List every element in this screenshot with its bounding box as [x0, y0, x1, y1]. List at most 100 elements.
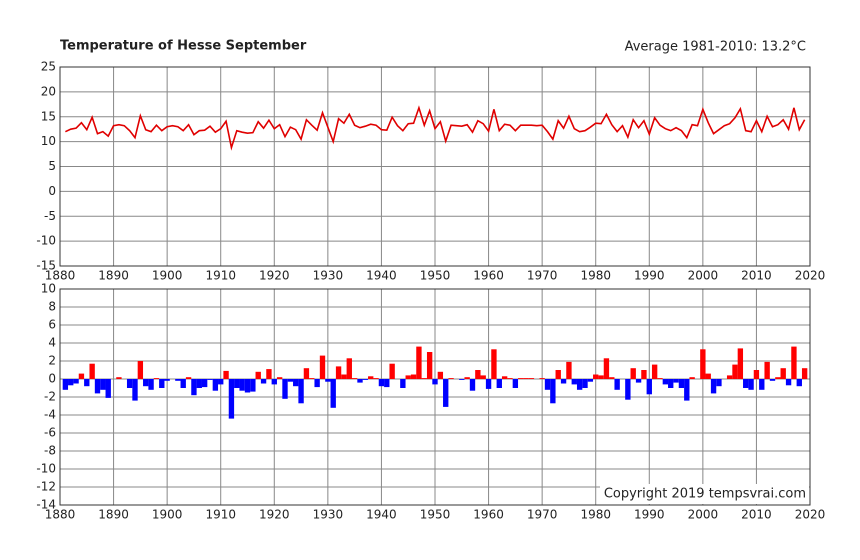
anomaly-bar	[732, 364, 738, 379]
anomaly-bar	[330, 379, 336, 408]
anomaly-bar	[657, 378, 663, 379]
x-tick-label: 1910	[205, 508, 236, 522]
anomaly-bar	[603, 358, 610, 379]
anomaly-bar	[357, 379, 363, 383]
anomaly-bar	[282, 379, 288, 399]
anomaly-bar	[705, 373, 711, 379]
anomaly-bar	[410, 374, 417, 379]
x-tick-label: 1930	[313, 269, 344, 283]
anomaly-bar	[459, 379, 465, 380]
anomaly-bar	[528, 378, 535, 379]
y-tick-label: 15	[41, 109, 56, 123]
anomaly-bar	[764, 361, 770, 379]
anomaly-bar	[405, 375, 411, 379]
anomaly-bar	[678, 379, 685, 388]
anomaly-bar	[298, 379, 304, 404]
anomaly-bar	[668, 379, 674, 388]
anomaly-bar	[164, 379, 170, 381]
anomaly-bar	[748, 379, 754, 390]
y-tick-label: 4	[48, 336, 56, 350]
x-tick-label: 2000	[688, 269, 719, 283]
anomaly-bar	[218, 379, 224, 385]
x-tick-label: 1890	[98, 269, 129, 283]
x-tick-label: 2020	[795, 269, 826, 283]
y-tick-label: -12	[36, 480, 56, 494]
x-tick-label: 1900	[152, 269, 183, 283]
anomaly-bar	[207, 379, 213, 380]
anomaly-bar	[651, 364, 658, 379]
x-tick-label: 1920	[259, 508, 290, 522]
anomaly-bar	[555, 370, 561, 379]
anomaly-bar	[796, 379, 802, 387]
anomaly-bar	[523, 378, 529, 379]
anomaly-bar	[737, 348, 744, 379]
x-tick-label: 1920	[259, 269, 290, 283]
anomaly-bar	[266, 369, 272, 379]
anomaly-bar	[223, 370, 229, 379]
y-tick-label: -15	[36, 259, 56, 273]
anomaly-bar	[625, 379, 631, 400]
anomaly-bar	[684, 379, 690, 401]
anomaly-bar	[475, 370, 481, 379]
anomaly-bar	[362, 379, 369, 380]
anomaly-bar	[62, 379, 69, 390]
chart-title: Temperature of Hesse September	[60, 39, 307, 54]
y-tick-label: -10	[36, 234, 56, 248]
anomaly-bar	[287, 379, 294, 382]
anomaly-bar	[303, 368, 310, 379]
anomaly-bar	[185, 377, 192, 379]
anomaly-bar	[630, 368, 636, 379]
y-tick-label: -6	[44, 426, 56, 440]
anomaly-bar	[84, 379, 90, 387]
anomaly-bar	[309, 378, 315, 379]
anomaly-bar	[255, 371, 261, 379]
anomaly-bar	[314, 379, 320, 388]
anomaly-bar	[276, 377, 283, 379]
anomaly-bar	[378, 379, 385, 387]
anomaly-bar	[368, 376, 374, 379]
anomaly-bar	[175, 379, 181, 381]
anomaly-bar	[635, 379, 642, 383]
anomaly-bar	[212, 379, 219, 391]
anomaly-bar	[105, 379, 111, 398]
anomaly-bar	[319, 355, 326, 379]
anomaly-bar	[662, 379, 669, 385]
x-tick-label: 2020	[795, 508, 826, 522]
anomaly-bar	[673, 379, 679, 383]
anomaly-bar	[271, 379, 277, 385]
anomaly-bar	[250, 379, 256, 392]
y-tick-label: 8	[48, 300, 56, 314]
anomaly-bar	[571, 379, 577, 385]
y-tick-label: 10	[41, 134, 56, 148]
anomaly-bar	[351, 378, 358, 379]
anomaly-bar	[560, 379, 567, 384]
anomaly-bar	[485, 379, 492, 389]
anomaly-bar	[228, 379, 235, 419]
anomaly-bar	[180, 379, 186, 388]
anomaly-bar	[448, 378, 454, 379]
anomaly-bar	[743, 379, 749, 388]
y-tick-label: 0	[48, 184, 56, 198]
anomaly-bar	[196, 379, 202, 388]
x-tick-label: 1950	[420, 508, 451, 522]
anomaly-bar	[373, 378, 379, 379]
anomaly-bar	[116, 377, 122, 379]
anomaly-bar	[587, 379, 594, 382]
y-tick-label: 20	[41, 84, 56, 98]
anomaly-bar	[582, 379, 588, 388]
credit: Copyright 2019 tempsvrai.com	[604, 487, 806, 502]
anomaly-bar	[239, 379, 245, 391]
anomaly-bar	[801, 368, 808, 379]
anomaly-bar	[132, 379, 138, 401]
anomaly-bar	[201, 379, 208, 388]
anomaly-bar	[710, 379, 717, 394]
anomaly-bar	[598, 375, 604, 379]
anomaly-bar	[501, 376, 508, 379]
y-tick-label: -4	[44, 408, 56, 422]
anomaly-bar	[437, 371, 444, 379]
x-tick-label: 2000	[688, 508, 719, 522]
y-tick-label: -5	[44, 209, 56, 223]
anomaly-bar	[609, 377, 615, 379]
